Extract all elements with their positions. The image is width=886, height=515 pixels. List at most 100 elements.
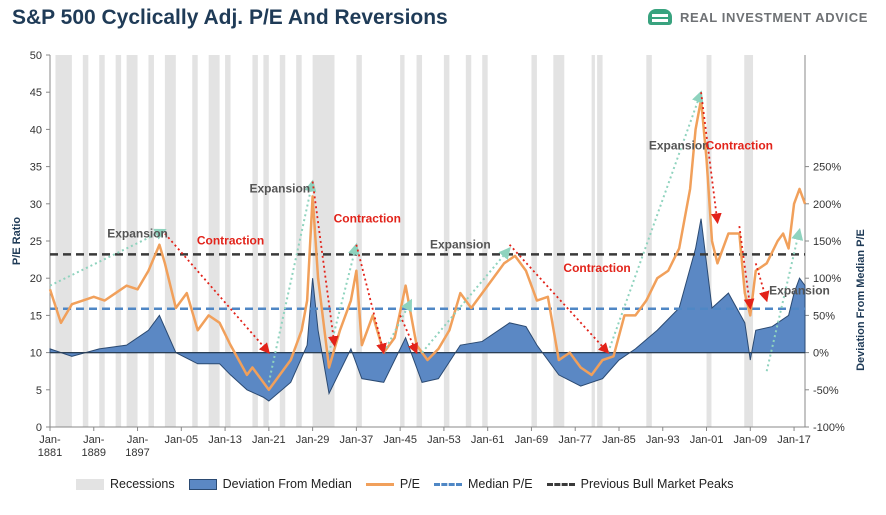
x-tick-label: Jan-37 xyxy=(340,434,374,446)
contraction-arrow xyxy=(508,244,610,354)
x-tick-label: Jan-77 xyxy=(558,434,592,446)
x-tick-label: Jan-85 xyxy=(602,434,636,446)
recession-band xyxy=(646,55,652,427)
y-right-tick-label: -100% xyxy=(813,422,845,434)
y-tick-label: 0 xyxy=(36,422,42,434)
x-tick-label: 1889 xyxy=(82,447,106,459)
y-tick-label: 50 xyxy=(30,50,42,62)
legend-item-median: Median P/E xyxy=(434,477,533,491)
y-axis-title: P/E Ratio xyxy=(11,217,23,266)
recession-band xyxy=(400,55,405,427)
recession-band xyxy=(531,55,537,427)
annotation-label: Expansion xyxy=(430,237,491,251)
y-right-tick-label: 50% xyxy=(813,310,835,322)
contraction-arrow xyxy=(738,226,755,310)
recession-band xyxy=(148,55,154,427)
recession-band xyxy=(126,55,138,427)
recession-band xyxy=(744,55,754,427)
x-tick-label: Jan-53 xyxy=(427,434,461,446)
chart-legend: Recessions Deviation From Median P/E Med… xyxy=(76,474,876,494)
expansion-arrow xyxy=(267,179,317,383)
expansion-arrow xyxy=(765,227,804,372)
y-tick-label: 15 xyxy=(30,310,42,322)
deviation-area xyxy=(49,218,806,402)
legend-item-deviation: Deviation From Median xyxy=(188,477,352,491)
y-tick-label: 5 xyxy=(36,385,42,397)
recession-band xyxy=(99,55,105,427)
y-right-tick-label: 200% xyxy=(813,199,841,211)
recession-band xyxy=(252,55,258,427)
annotation-label: Contraction xyxy=(563,261,630,275)
annotation-label: Contraction xyxy=(197,234,264,248)
brand-logo: REAL INVESTMENT ADVICE xyxy=(648,9,868,25)
x-tick-label: Jan-13 xyxy=(208,434,242,446)
x-tick-label: Jan- xyxy=(127,434,149,446)
contraction-arrow xyxy=(355,244,387,355)
legend-item-recessions: Recessions xyxy=(76,477,175,491)
recession-band xyxy=(296,55,302,427)
legend-item-bull-peaks: Previous Bull Market Peaks xyxy=(546,477,733,491)
recession-band xyxy=(279,55,286,427)
x-tick-label: Jan-45 xyxy=(383,434,417,446)
x-tick-label: Jan-93 xyxy=(646,434,680,446)
recession-band xyxy=(443,55,450,427)
y-tick-label: 25 xyxy=(30,236,42,248)
contraction-arrow xyxy=(399,315,418,355)
y-right-tick-label: 0% xyxy=(813,348,829,360)
y-right-tick-label: 250% xyxy=(813,162,841,174)
recession-band xyxy=(356,55,362,427)
x-tick-label: Jan-61 xyxy=(471,434,505,446)
recession-band xyxy=(465,55,472,427)
recession-band xyxy=(225,55,231,427)
recession-band xyxy=(208,55,220,427)
x-tick-label: 1897 xyxy=(125,447,149,459)
contraction-arrow xyxy=(700,92,722,225)
y-right-tick-label: -50% xyxy=(813,385,839,397)
y-tick-label: 10 xyxy=(30,348,42,360)
brand-name: REAL INVESTMENT ADVICE xyxy=(680,9,868,25)
y-tick-label: 35 xyxy=(30,162,42,174)
annotation-label: Expansion xyxy=(649,138,710,152)
recession-band xyxy=(553,55,565,427)
y-tick-label: 40 xyxy=(30,124,42,136)
annotation-label: Expansion xyxy=(769,284,830,298)
x-tick-label: Jan-17 xyxy=(777,434,811,446)
expansion-arrow xyxy=(328,242,360,353)
x-tick-label: Jan-05 xyxy=(164,434,198,446)
y-tick-label: 20 xyxy=(30,273,42,285)
annotation-label: Expansion xyxy=(249,182,310,196)
annotation-label: Contraction xyxy=(706,138,773,152)
recession-band xyxy=(416,55,423,427)
recession-band xyxy=(263,55,269,427)
recession-band xyxy=(82,55,89,427)
annotation-label: Expansion xyxy=(107,226,168,240)
y-right-tick-label: 150% xyxy=(813,236,841,248)
recession-band xyxy=(192,55,198,427)
expansion-arrow xyxy=(607,90,704,353)
recession-band xyxy=(164,55,176,427)
x-tick-label: Jan- xyxy=(83,434,105,446)
y-right-tick-label: 100% xyxy=(813,273,841,285)
x-tick-label: Jan- xyxy=(39,434,61,446)
y-axis-title-right: Deviation From Median P/E xyxy=(855,229,867,371)
x-tick-label: 1881 xyxy=(38,447,62,459)
recession-band xyxy=(706,55,712,427)
x-tick-label: Jan-21 xyxy=(252,434,286,446)
recession-band xyxy=(55,55,72,427)
recession-band xyxy=(482,55,488,427)
recession-band xyxy=(597,55,603,427)
brand-icon xyxy=(648,9,672,25)
contraction-arrow xyxy=(164,232,271,354)
x-tick-label: Jan-01 xyxy=(690,434,724,446)
expansion-arrow xyxy=(49,228,167,287)
x-tick-label: Jan-69 xyxy=(515,434,549,446)
y-tick-label: 30 xyxy=(30,199,42,211)
pe-line xyxy=(48,98,807,392)
recession-band xyxy=(115,55,122,427)
legend-item-pe: P/E xyxy=(365,477,420,491)
chart-title: S&P 500 Cyclically Adj. P/E And Reversio… xyxy=(12,6,448,29)
contraction-arrow xyxy=(754,263,770,303)
y-tick-label: 45 xyxy=(30,87,42,99)
annotation-label: Contraction xyxy=(334,211,401,225)
